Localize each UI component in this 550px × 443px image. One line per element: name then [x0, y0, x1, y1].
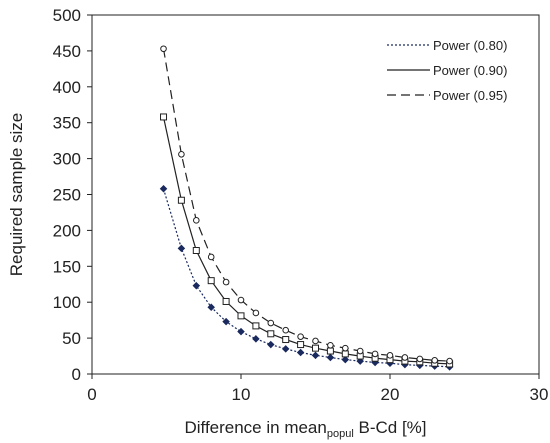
data-point	[159, 184, 168, 193]
data-point	[178, 150, 185, 158]
data-point	[326, 353, 335, 362]
legend-label: Power (0.80)	[433, 38, 507, 53]
x-axis: 0 10 20 30	[87, 374, 548, 404]
series-1	[159, 184, 454, 371]
data-point	[371, 350, 379, 358]
data-point	[267, 330, 275, 338]
data-point	[193, 217, 200, 224]
data-point	[311, 351, 320, 360]
series-line	[162, 188, 450, 368]
data-point	[356, 347, 364, 355]
y-tick-label: 50	[62, 329, 81, 348]
y-axis: 0 50 100 150 200 250 300 350 400 450 500	[53, 6, 92, 384]
data-point	[282, 336, 290, 344]
data-point	[177, 196, 185, 204]
data-point	[237, 296, 245, 304]
data-point	[207, 253, 215, 261]
y-tick-label: 200	[53, 221, 81, 240]
data-point	[267, 340, 275, 349]
y-tick-label: 350	[53, 114, 81, 133]
data-point	[297, 341, 305, 349]
data-point	[237, 312, 245, 320]
data-point	[401, 354, 409, 361]
data-point	[192, 281, 201, 290]
data-point	[252, 335, 260, 343]
data-point	[296, 348, 305, 357]
y-axis-title: Required sample size	[7, 113, 26, 276]
data-point	[267, 319, 275, 327]
series-3	[160, 45, 453, 365]
x-tick-label: 20	[381, 385, 400, 404]
legend-label: Power (0.95)	[433, 88, 507, 103]
data-point	[160, 45, 167, 53]
legend: Power (0.80) Power (0.90) Power (0.95)	[387, 38, 507, 103]
data-point	[222, 278, 230, 286]
data-point	[222, 317, 230, 326]
data-point	[431, 357, 439, 364]
x-tick-label: 30	[530, 385, 549, 404]
data-point	[252, 309, 260, 317]
data-point	[282, 326, 290, 334]
data-point	[446, 357, 453, 365]
y-tick-label: 400	[53, 78, 81, 97]
data-point	[237, 327, 245, 336]
data-point	[297, 333, 304, 340]
data-point	[222, 297, 230, 305]
y-tick-label: 150	[53, 257, 81, 276]
y-tick-label: 450	[53, 42, 81, 61]
data-point	[312, 344, 319, 352]
data-point	[281, 345, 290, 353]
data-point	[386, 352, 394, 359]
data-point	[326, 347, 334, 355]
series-line	[162, 116, 450, 365]
x-tick-label: 0	[87, 385, 96, 404]
y-tick-label: 300	[53, 150, 81, 169]
y-tick-label: 500	[53, 6, 81, 25]
data-point	[207, 303, 215, 311]
series-group	[159, 45, 454, 371]
data-point	[341, 350, 349, 358]
data-point	[341, 355, 350, 364]
data-point	[342, 344, 349, 352]
legend-label: Power (0.90)	[433, 63, 507, 78]
x-tick-label: 10	[232, 385, 251, 404]
data-point	[192, 247, 200, 255]
series-2	[160, 113, 454, 368]
data-point	[252, 322, 260, 330]
data-point	[160, 113, 168, 121]
data-point	[312, 337, 319, 345]
data-point	[416, 355, 424, 363]
y-tick-label: 100	[53, 293, 81, 312]
y-tick-label: 0	[72, 365, 81, 384]
data-point	[327, 341, 334, 349]
data-point	[177, 244, 186, 253]
y-tick-label: 250	[53, 186, 81, 205]
x-axis-title: Difference in meanpopul B-Cd [%]	[184, 418, 426, 440]
data-point	[207, 277, 215, 285]
